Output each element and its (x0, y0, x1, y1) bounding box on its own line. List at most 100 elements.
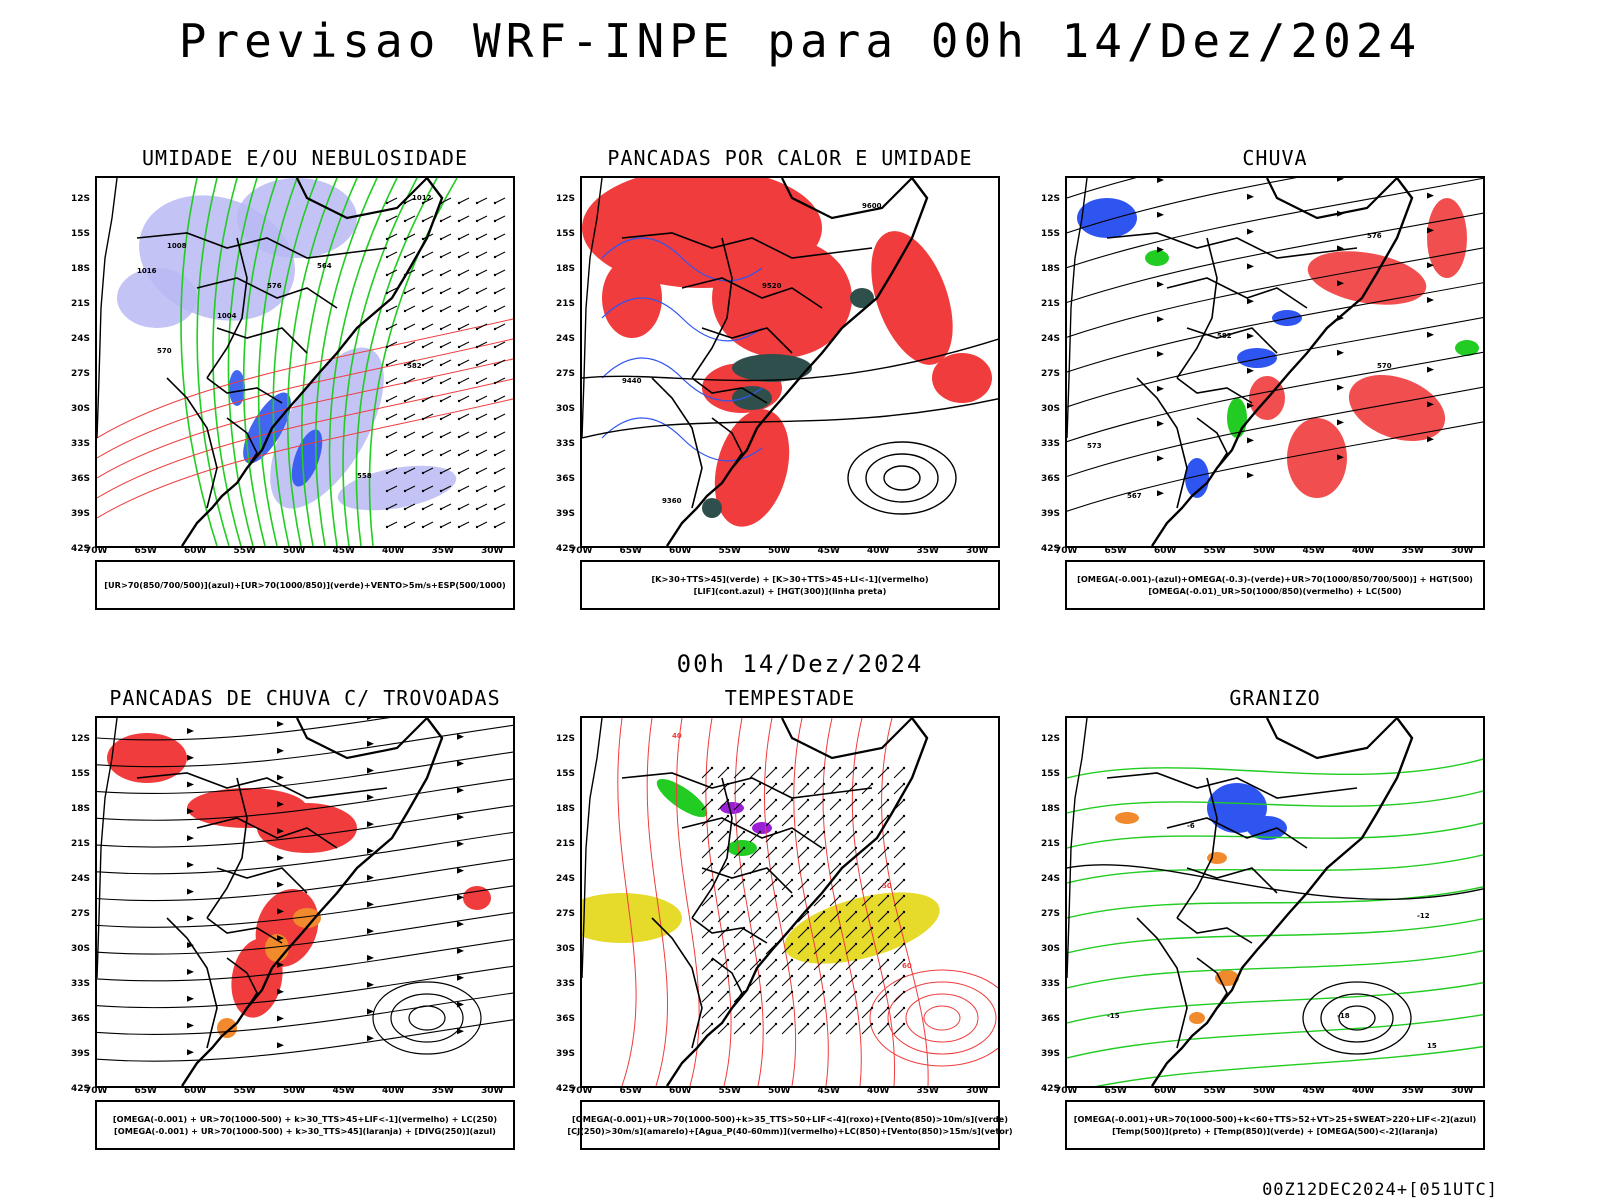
wind-vector (781, 783, 793, 795)
wind-vector (476, 215, 488, 222)
wind-vector-head (421, 525, 425, 529)
lon-label: 55W (233, 546, 256, 556)
wind-vector (877, 927, 889, 939)
wind-vector-head (457, 201, 461, 205)
wind-vector-head (758, 942, 762, 946)
lon-label: 50W (768, 546, 791, 556)
flow-arrow (277, 935, 284, 942)
wind-vector (458, 341, 470, 348)
wind-vector-head (403, 489, 407, 493)
wind-vector-head (854, 910, 858, 914)
wind-vector (861, 879, 873, 891)
country-border (1176, 237, 1218, 379)
wind-vector-head (902, 974, 906, 978)
wind-vector (797, 879, 809, 891)
country-border (206, 777, 248, 919)
wind-vector-head (822, 782, 826, 786)
lat-label: 18S (556, 804, 576, 814)
lon-label: 50W (1253, 1086, 1276, 1096)
coastline (582, 718, 603, 979)
wind-vector-head (457, 453, 461, 457)
lon-label: 55W (1203, 546, 1226, 556)
wind-vector (701, 991, 713, 1003)
wind-vector (893, 991, 905, 1003)
wind-vector (877, 863, 889, 875)
wind-vector-head (475, 363, 479, 367)
lat-label: 42S (1041, 1084, 1061, 1094)
wind-vector-head (838, 1006, 842, 1010)
state-border (711, 957, 743, 1009)
flow-arrow (367, 767, 374, 774)
temp850-contour (1067, 822, 1483, 849)
wind-vector-head (710, 798, 714, 802)
country-border (691, 237, 733, 379)
wind-vector-head (758, 910, 762, 914)
wind-vector-head (886, 1022, 890, 1026)
omega-area-orange (1189, 1012, 1205, 1024)
wind-vector-head (838, 814, 842, 818)
wind-vector-head (886, 910, 890, 914)
wind-vector (877, 767, 889, 779)
lat-label: 30S (71, 944, 91, 954)
wind-vector (386, 323, 398, 330)
wind-vector (458, 521, 470, 528)
wind-vector-head (870, 1006, 874, 1010)
wind-vector-head (886, 766, 890, 770)
lon-label: 40W (867, 1086, 890, 1096)
wind-vector (440, 359, 452, 366)
lat-label: 15S (556, 229, 576, 239)
wind-vector-head (710, 830, 714, 834)
flow-arrow (187, 915, 194, 922)
wind-vector-head (822, 974, 826, 978)
wind-vector-head (403, 417, 407, 421)
wind-vector (476, 467, 488, 474)
lon-label: 35W (1401, 546, 1424, 556)
wind-vector-head (475, 399, 479, 403)
wind-vector (781, 975, 793, 987)
lon-label: 70W (1055, 1086, 1078, 1096)
coastline (97, 718, 118, 979)
streamline (97, 1019, 513, 1062)
contour-label: 570 (157, 347, 172, 355)
wind-vector (781, 863, 793, 875)
wind-vector-head (838, 990, 842, 994)
coastline (180, 178, 444, 546)
wind-vector (829, 927, 841, 939)
wind-vector (733, 831, 745, 843)
wind-vector (494, 341, 506, 348)
wind-vector-head (385, 399, 389, 403)
wind-vector (829, 911, 841, 923)
flow-arrow (1427, 297, 1434, 303)
lat-label: 15S (71, 769, 91, 779)
wind-vector-head (902, 766, 906, 770)
map-canvas: 9600 9520 9440 9360 (582, 178, 998, 546)
wind-vector-head (457, 219, 461, 223)
wind-vector-head (838, 974, 842, 978)
flow-arrow (1427, 192, 1434, 199)
wind-vector (404, 395, 416, 402)
wind-vector-head (421, 327, 425, 331)
wind-vector-head (854, 862, 858, 866)
wind-vector (386, 395, 398, 402)
wind-vector (404, 485, 416, 492)
lat-label: 21S (71, 299, 91, 309)
wind-vector-head (790, 1006, 794, 1010)
wind-vector-head (457, 471, 461, 475)
wind-vector-head (806, 974, 810, 978)
wind-vector (458, 413, 470, 420)
wind-vector (458, 431, 470, 438)
lat-label: 12S (1041, 194, 1061, 204)
lon-label: 30W (966, 546, 989, 556)
wind-vector (781, 991, 793, 1003)
wind-vector (422, 467, 434, 474)
lat-label: 24S (71, 874, 91, 884)
wind-vector-head (758, 862, 762, 866)
wind-vector (440, 215, 452, 222)
flow-arrow (457, 947, 464, 954)
wind-vector-head (822, 990, 826, 994)
lat-label: 27S (556, 909, 576, 919)
lat-label: 39S (1041, 1049, 1061, 1059)
wind-vector-head (886, 1006, 890, 1010)
lat-label: 33S (1041, 439, 1061, 449)
water-contour-red (617, 718, 637, 1086)
